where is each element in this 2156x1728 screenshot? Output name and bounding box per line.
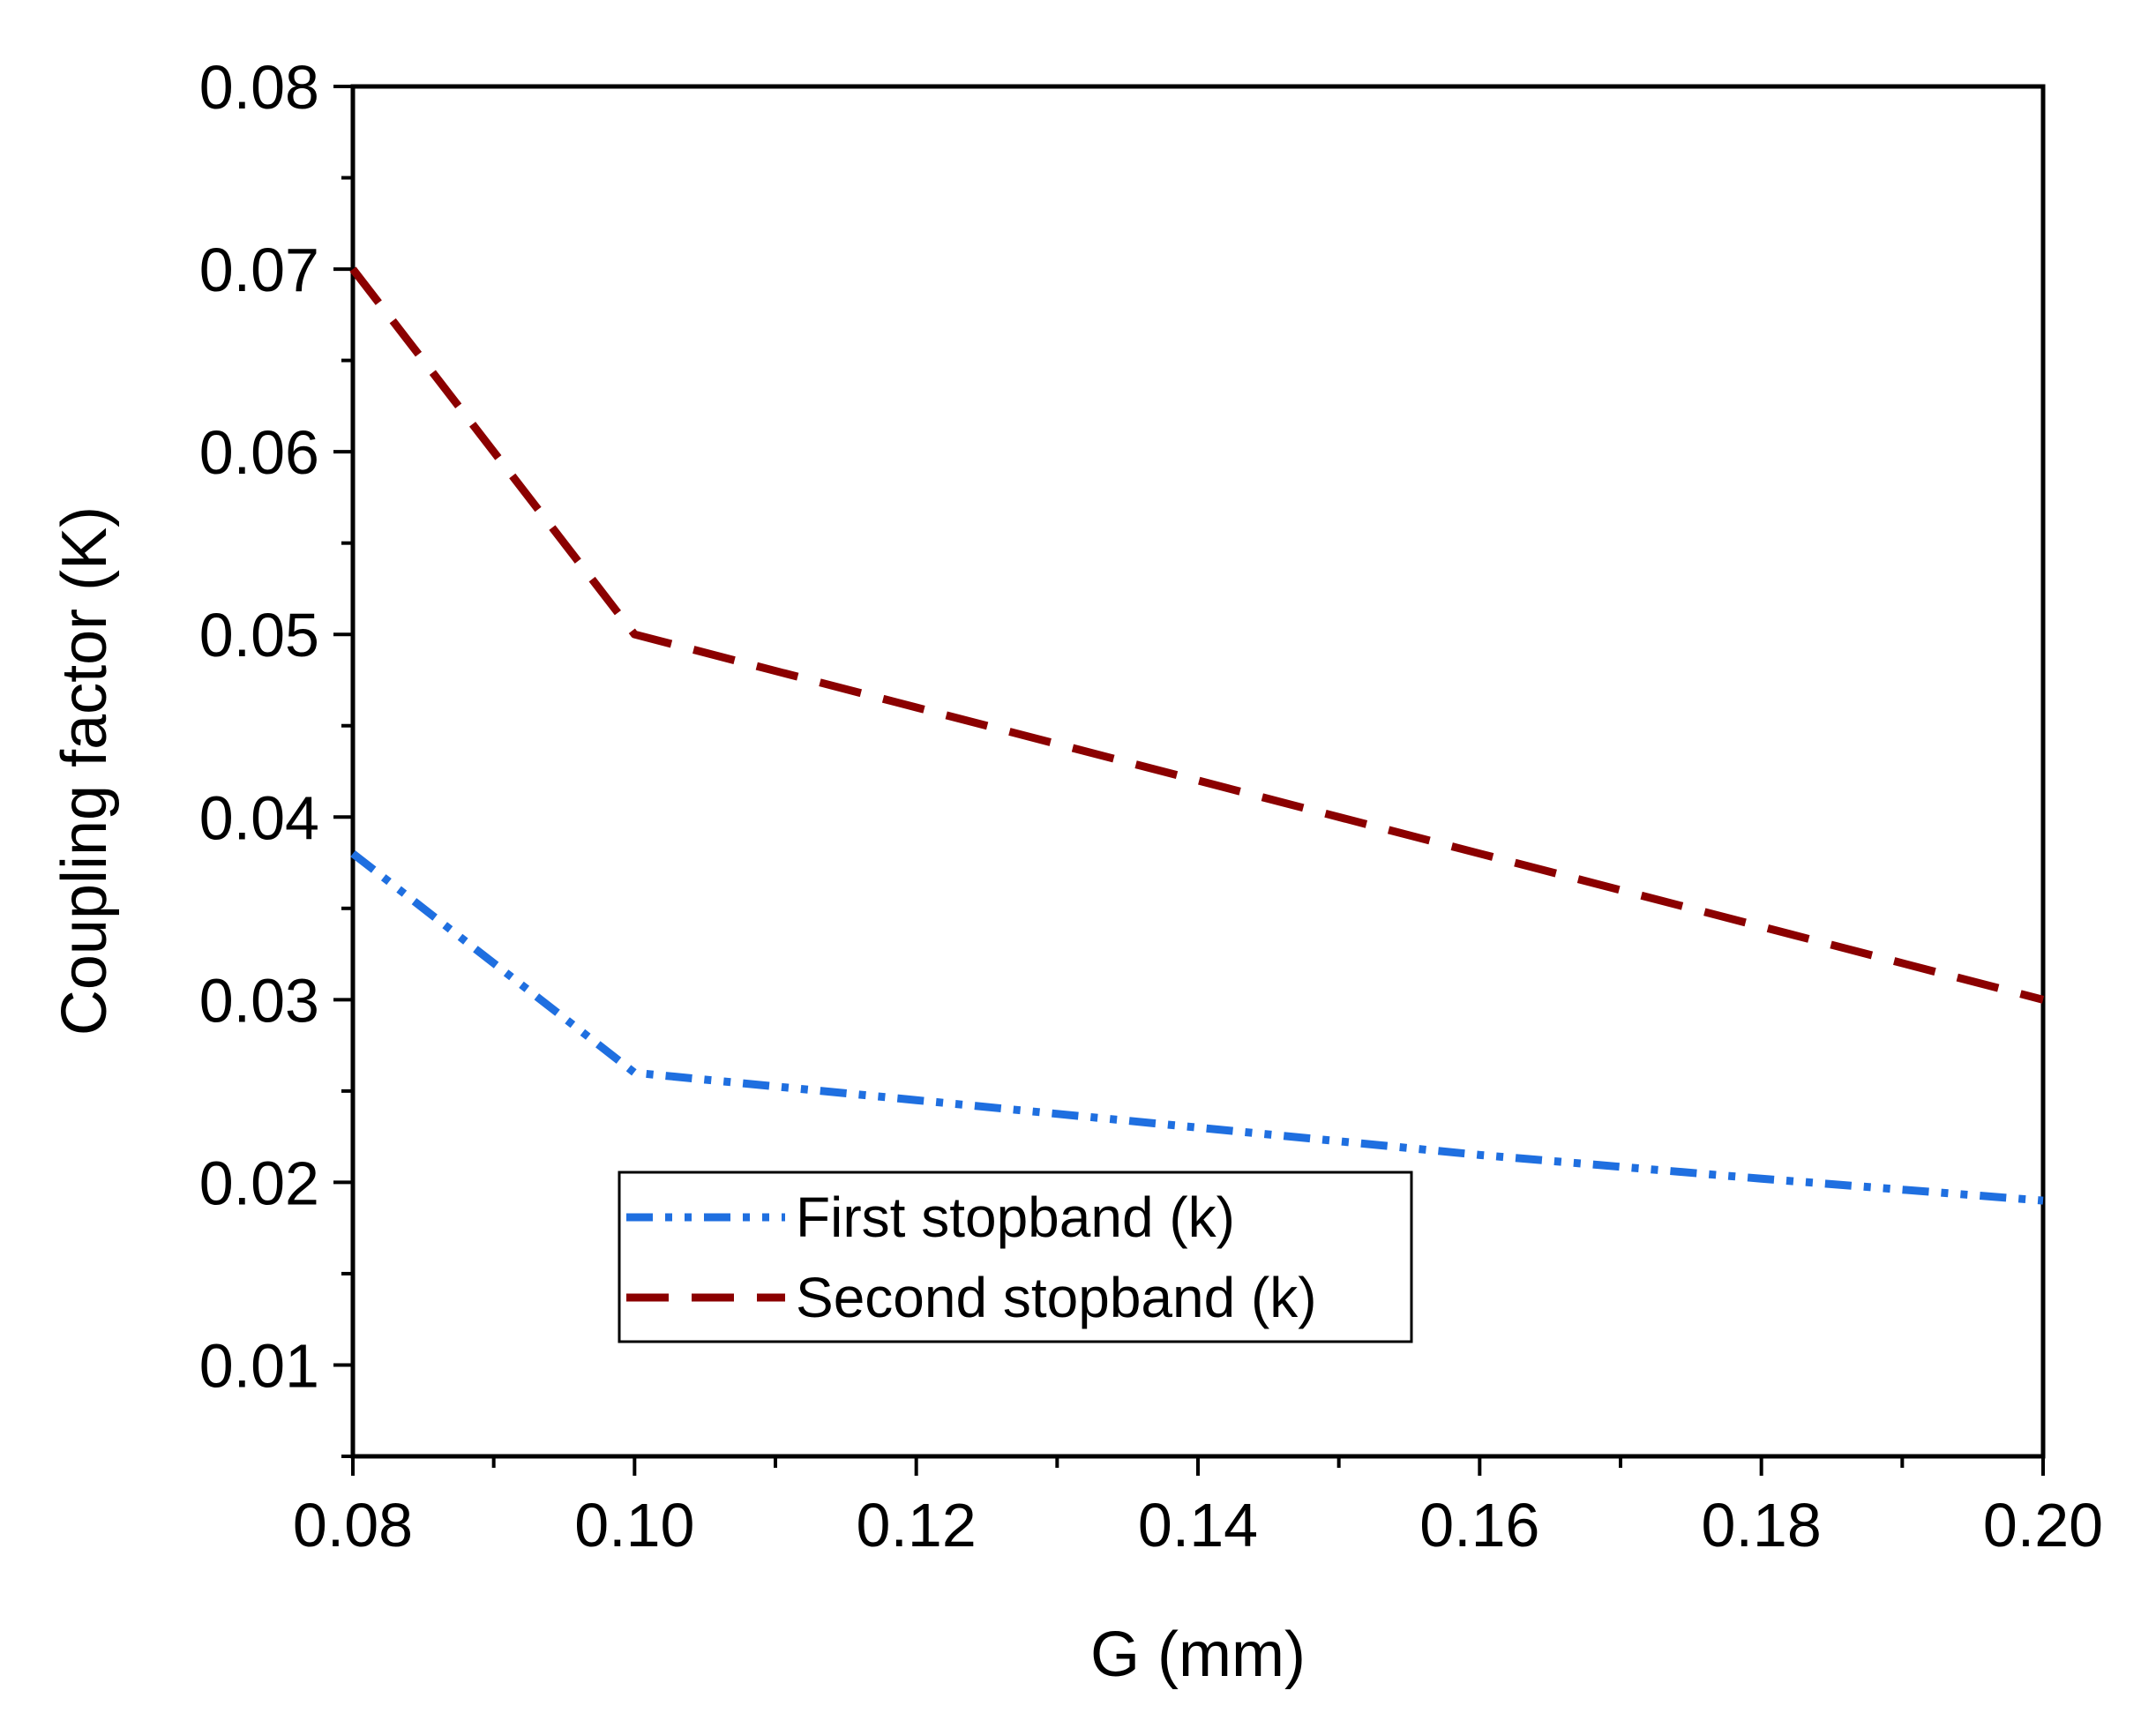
y-tick-label: 0.04	[199, 783, 319, 852]
x-tick-label: 0.08	[293, 1491, 413, 1560]
legend-label-second-stopband: Second stopband (k)	[796, 1266, 1317, 1329]
y-tick-label: 0.05	[199, 601, 319, 670]
y-tick-label: 0.07	[199, 236, 319, 304]
x-axis-ticks: 0.08 0.10 0.12 0.14 0.16 0.18 0.20	[293, 1456, 2103, 1560]
x-tick-label: 0.12	[857, 1491, 977, 1560]
y-tick-label: 0.06	[199, 418, 319, 487]
x-tick-label: 0.10	[574, 1491, 694, 1560]
y-tick-label: 0.08	[199, 53, 319, 122]
y-axis-ticks: 0.01 0.02 0.03 0.04 0.05 0.06 0.07 0.08	[199, 53, 353, 1458]
x-tick-label: 0.14	[1138, 1491, 1258, 1560]
x-axis-title: G (mm)	[1090, 1620, 1306, 1690]
series-line-first-stopband	[350, 850, 2044, 1205]
x-tick-label: 0.18	[1702, 1491, 1822, 1560]
legend-box	[618, 1171, 1413, 1343]
x-tick-label: 0.16	[1419, 1491, 1539, 1560]
y-tick-label: 0.02	[199, 1148, 319, 1217]
y-tick-label: 0.03	[199, 966, 319, 1035]
legend-label-first-stopband: First stopband (k)	[796, 1186, 1235, 1249]
series-line-second-stopband	[349, 266, 2045, 1004]
legend: First stopband (k) Second stopband (k)	[618, 1171, 1413, 1343]
x-tick-label: 0.20	[1983, 1491, 2103, 1560]
series-layer	[349, 266, 2045, 1205]
y-axis-title: Coupling factor (K)	[49, 506, 120, 1036]
y-tick-label: 0.01	[199, 1331, 319, 1400]
